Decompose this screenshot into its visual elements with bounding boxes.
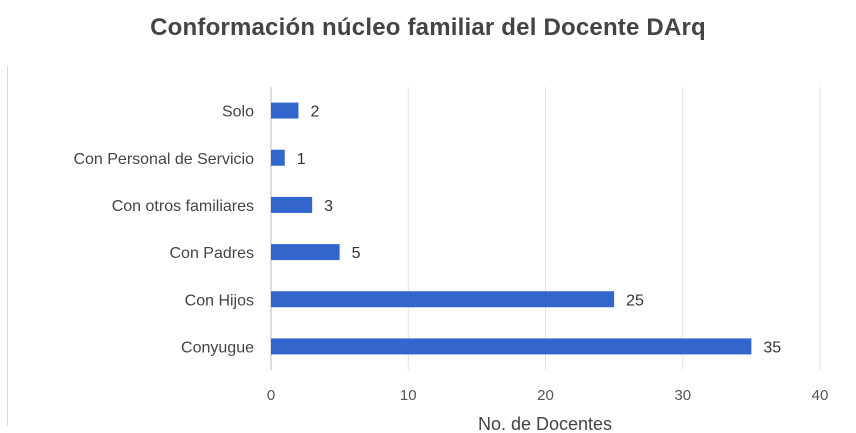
x-tick-label: 40	[812, 387, 829, 404]
x-tick-label: 20	[537, 387, 554, 404]
x-tick-label: 30	[674, 387, 691, 404]
category-label: Solo	[222, 104, 254, 121]
category-label: Con otros familiares	[112, 198, 254, 215]
bar[interactable]	[271, 102, 299, 119]
x-axis-title: No. de Docentes	[478, 414, 612, 433]
data-label: 1	[297, 151, 306, 168]
bar[interactable]	[271, 244, 340, 261]
data-label: 3	[324, 198, 333, 215]
bar[interactable]	[271, 149, 285, 166]
x-tick-label: 10	[400, 387, 417, 404]
bar[interactable]	[271, 338, 752, 355]
divider	[7, 66, 8, 426]
data-label: 35	[763, 339, 781, 356]
category-label: Con Padres	[170, 245, 255, 262]
bar[interactable]	[271, 196, 313, 213]
chart-title: Conformación núcleo familiar del Docente…	[150, 14, 706, 41]
data-label: 2	[310, 104, 319, 121]
x-tick-label: 0	[267, 387, 275, 404]
category-label: Con Personal de Servicio	[73, 151, 254, 168]
category-label: Conyugue	[181, 339, 254, 356]
data-label: 5	[352, 245, 361, 262]
category-label: Con Hijos	[185, 292, 254, 309]
bar[interactable]	[271, 291, 615, 308]
data-label: 25	[626, 292, 644, 309]
